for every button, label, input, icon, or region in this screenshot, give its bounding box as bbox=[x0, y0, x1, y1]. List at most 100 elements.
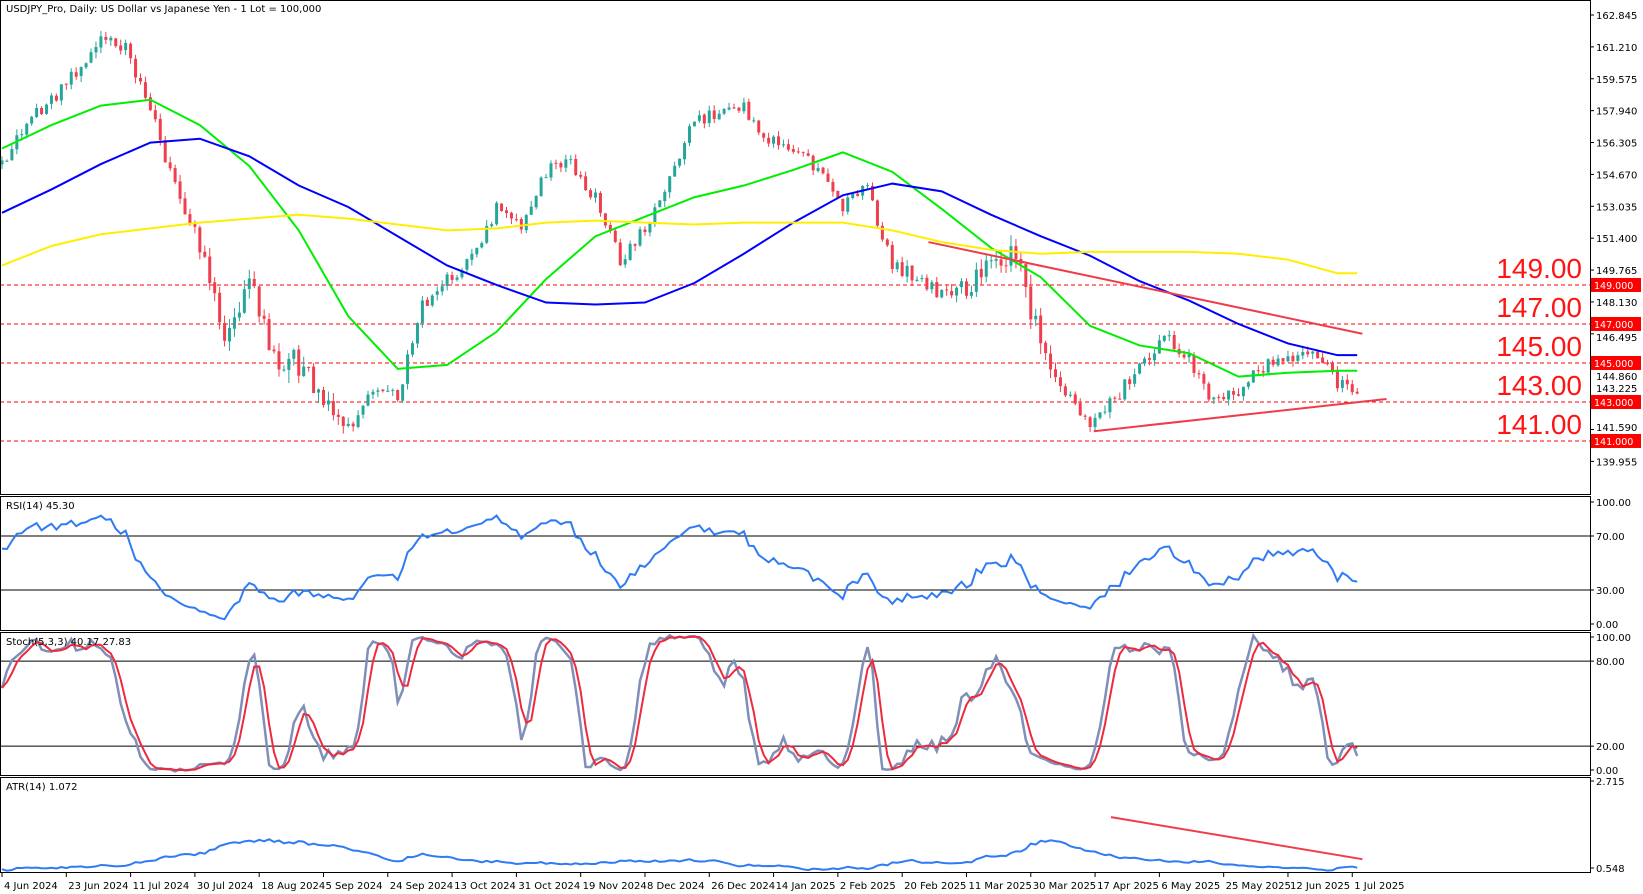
candle-body bbox=[40, 107, 44, 115]
date-tick-label: 13 Oct 2024 bbox=[454, 881, 516, 892]
candle-body bbox=[633, 244, 637, 246]
candle-body bbox=[880, 225, 884, 240]
candle-body bbox=[1321, 357, 1325, 363]
atr-tick-label: 2.715 bbox=[1596, 777, 1625, 788]
candle-body bbox=[1256, 370, 1260, 372]
price-tick-label: 149.765 bbox=[1596, 266, 1637, 277]
candle-body bbox=[208, 256, 212, 284]
candle-body bbox=[801, 151, 805, 153]
date-tick-label: 1 Jul 2025 bbox=[1354, 881, 1404, 892]
candle-body bbox=[361, 405, 365, 415]
candle-body bbox=[411, 343, 415, 355]
level-label: 147.00 bbox=[1496, 292, 1582, 323]
candle-body bbox=[366, 394, 370, 406]
candle-body bbox=[841, 198, 845, 212]
candle-body bbox=[638, 229, 642, 246]
candle-body bbox=[1261, 371, 1265, 373]
candle-body bbox=[945, 289, 949, 291]
candle-body bbox=[198, 227, 202, 253]
candle-body bbox=[1167, 335, 1171, 337]
candle-body bbox=[490, 224, 494, 227]
candle-body bbox=[1083, 415, 1087, 417]
candle-body bbox=[1128, 379, 1132, 385]
candle-body bbox=[178, 181, 182, 199]
date-tick-label: 14 Jan 2025 bbox=[776, 881, 836, 892]
candle-body bbox=[114, 38, 118, 47]
candle-body bbox=[1202, 374, 1206, 384]
candle-body bbox=[781, 144, 785, 146]
candle-body bbox=[1306, 351, 1310, 355]
candle-body bbox=[282, 369, 286, 371]
candle-body bbox=[519, 219, 523, 230]
candle-body bbox=[1266, 359, 1270, 373]
candle-body bbox=[1147, 358, 1151, 360]
candle-body bbox=[1187, 354, 1191, 358]
candle-body bbox=[831, 181, 835, 192]
date-tick-label: 4 Jun 2024 bbox=[4, 881, 58, 892]
price-tick-label: 161.210 bbox=[1596, 43, 1637, 54]
candle-body bbox=[1192, 354, 1196, 373]
candle-body bbox=[99, 36, 103, 48]
candle-body bbox=[1053, 369, 1057, 378]
candle-body bbox=[475, 247, 479, 255]
candle-body bbox=[396, 390, 400, 401]
candle-body bbox=[702, 114, 706, 124]
candle-body bbox=[920, 278, 924, 280]
candle-body bbox=[613, 230, 617, 242]
candle-body bbox=[1113, 397, 1117, 399]
candle-body bbox=[885, 239, 889, 246]
atr-tick-label: 0.548 bbox=[1596, 864, 1625, 875]
candle-body bbox=[1044, 342, 1048, 354]
candle-body bbox=[1355, 391, 1359, 394]
candle-body bbox=[252, 278, 256, 287]
level-price-tag bbox=[1591, 355, 1641, 370]
stoch-tick-label: 20.00 bbox=[1596, 742, 1625, 753]
candle-body bbox=[1326, 362, 1330, 365]
candle-body bbox=[1281, 358, 1285, 362]
stoch-tick-label: 0.00 bbox=[1596, 766, 1618, 777]
candle-body bbox=[697, 115, 701, 121]
candle-body bbox=[302, 366, 306, 377]
candle-body bbox=[356, 415, 360, 428]
price-tick-label: 148.130 bbox=[1596, 298, 1637, 309]
candle-body bbox=[203, 251, 207, 257]
candle-body bbox=[584, 176, 588, 191]
candle-body bbox=[30, 116, 34, 124]
date-tick-label: 23 Jun 2024 bbox=[68, 881, 128, 892]
candle-body bbox=[1133, 374, 1137, 384]
candle-body bbox=[183, 198, 187, 215]
panel-frames bbox=[0, 0, 1591, 873]
date-tick-label: 19 Nov 2024 bbox=[583, 881, 647, 892]
candle-body bbox=[54, 95, 58, 101]
candle-body bbox=[20, 134, 24, 136]
price-tick-label: 156.305 bbox=[1596, 139, 1637, 150]
candle-body bbox=[1207, 383, 1211, 400]
candle-body bbox=[707, 110, 711, 124]
candle-body bbox=[455, 277, 459, 280]
candle-body bbox=[712, 110, 716, 119]
candle-body bbox=[1197, 373, 1201, 375]
candle-body bbox=[1340, 379, 1344, 388]
stoch-plot[interactable] bbox=[0, 633, 1590, 773]
candle-body bbox=[559, 163, 563, 168]
candle-body bbox=[608, 224, 612, 230]
candle-body bbox=[223, 323, 227, 341]
date-tick-label: 2 Feb 2025 bbox=[840, 881, 896, 892]
candle-body bbox=[999, 259, 1003, 266]
candle-body bbox=[173, 167, 177, 183]
candle-body bbox=[84, 63, 88, 68]
level-price-tag-text: 149.000 bbox=[1594, 281, 1633, 292]
price-plot[interactable] bbox=[0, 30, 1590, 442]
candle-body bbox=[866, 185, 870, 187]
candle-body bbox=[757, 120, 761, 133]
rsi-line bbox=[1, 514, 1358, 621]
candle-body bbox=[292, 349, 296, 359]
price-tick-label: 157.940 bbox=[1596, 107, 1637, 118]
candle-body bbox=[1182, 354, 1186, 358]
rsi-plot[interactable] bbox=[0, 514, 1590, 621]
candle-body bbox=[1227, 390, 1231, 400]
rsi-tick-label: 100.00 bbox=[1596, 498, 1631, 509]
atr-plot[interactable] bbox=[1, 816, 1363, 872]
